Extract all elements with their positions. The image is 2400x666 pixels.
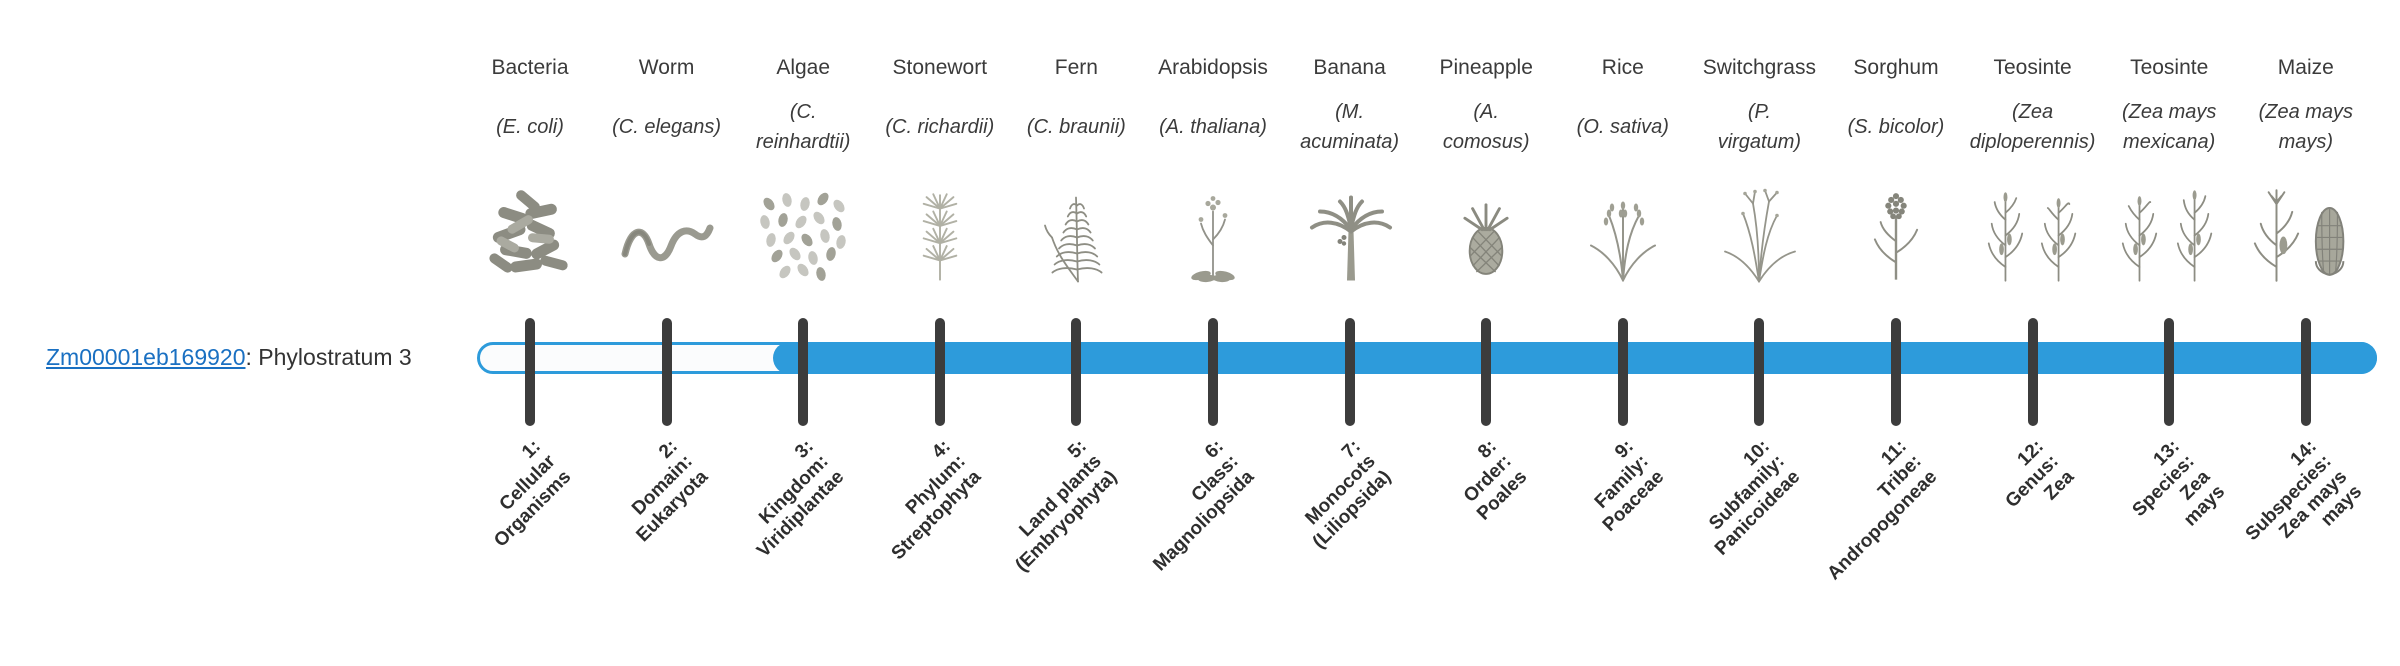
gene-label: Zm00001eb169920: Phylostratum 3	[46, 344, 412, 371]
organism-latin-name: (A. thaliana)	[1159, 116, 1267, 138]
stratum-tick	[1754, 318, 1765, 426]
stratum-tick	[525, 318, 535, 426]
organism-latin-name: (C. richardii)	[885, 116, 995, 138]
organism-name: Worm	[638, 56, 695, 79]
organism-latin-name: (Zea mays mays)	[2258, 101, 2354, 153]
organism-latin-name: (Zea diploperennis)	[1969, 101, 2096, 153]
organism-latin-name: (E. coli)	[496, 116, 564, 138]
stratum-tick	[1891, 318, 1901, 426]
organism-name: Pineapple	[1439, 56, 1533, 79]
teosinte-mexicana-icon	[2099, 166, 2239, 288]
stratum-tick	[1208, 318, 1218, 426]
stratum-tick	[1344, 318, 1355, 426]
organism-name: Switchgrass	[1702, 56, 1816, 79]
organism-latin-name: (C. braunii)	[1026, 116, 1126, 138]
timeline-bar-fill	[773, 342, 2377, 374]
sorghum-icon	[1826, 166, 1966, 288]
algae-icon	[733, 166, 873, 288]
stratum-tick	[1617, 318, 1628, 426]
maize-icon	[2236, 166, 2376, 288]
organism-name: Stonewort	[892, 56, 988, 79]
stonewort-icon	[870, 166, 1010, 288]
organism-name: Bacteria	[491, 56, 569, 79]
organism-name: Algae	[776, 56, 831, 79]
organism-name: Sorghum	[1853, 56, 1939, 79]
phylostratum-text: : Phylostratum 3	[245, 344, 412, 370]
teosinte-diploperennis-icon	[1963, 166, 2103, 288]
organism-name: Banana	[1313, 56, 1386, 79]
organism-latin-name: (C. reinhardtii)	[755, 101, 851, 153]
stratum-tick	[2027, 318, 2038, 426]
gene-id-link[interactable]: Zm00001eb169920	[46, 344, 246, 370]
bacteria-icon	[460, 166, 600, 288]
organism-name: Arabidopsis	[1158, 56, 1268, 79]
organism-latin-name: (O. sativa)	[1576, 116, 1669, 138]
rice-plant-icon	[1553, 166, 1693, 288]
organism-name: Maize	[2277, 56, 2334, 79]
organism-name: Teosinte	[1993, 56, 2072, 79]
stratum-tick	[2300, 318, 2311, 426]
arabidopsis-plant-icon	[1143, 166, 1283, 288]
pineapple-icon	[1416, 166, 1556, 288]
stratum-tick	[1481, 318, 1492, 426]
organism-latin-name: (Zea mays mexicana)	[2121, 101, 2217, 153]
organism-latin-name: (P. virgatum)	[1717, 101, 1802, 153]
switchgrass-icon	[1689, 166, 1829, 288]
organism-name: Fern	[1054, 56, 1098, 79]
stratum-tick	[934, 318, 945, 426]
stratum-tick	[1071, 318, 1082, 426]
stratum-tick	[798, 318, 809, 426]
banana-tree-icon	[1280, 166, 1420, 288]
stratum-tick	[661, 318, 672, 426]
organism-latin-name: (A. comosus)	[1442, 101, 1530, 153]
organism-latin-name: (S. bicolor)	[1847, 116, 1945, 138]
organism-latin-name: (C. elegans)	[612, 116, 722, 138]
stratum-tick	[2164, 318, 2175, 426]
organism-name: Teosinte	[2130, 56, 2209, 79]
phylostratigraphy-chart: Zm00001eb169920: Phylostratum 3 Bacteria…	[46, 56, 2377, 584]
fern-icon	[1006, 166, 1146, 288]
worm-icon	[597, 166, 737, 288]
organism-name: Rice	[1601, 56, 1644, 79]
organism-latin-name: (M. acuminata)	[1300, 101, 1400, 153]
